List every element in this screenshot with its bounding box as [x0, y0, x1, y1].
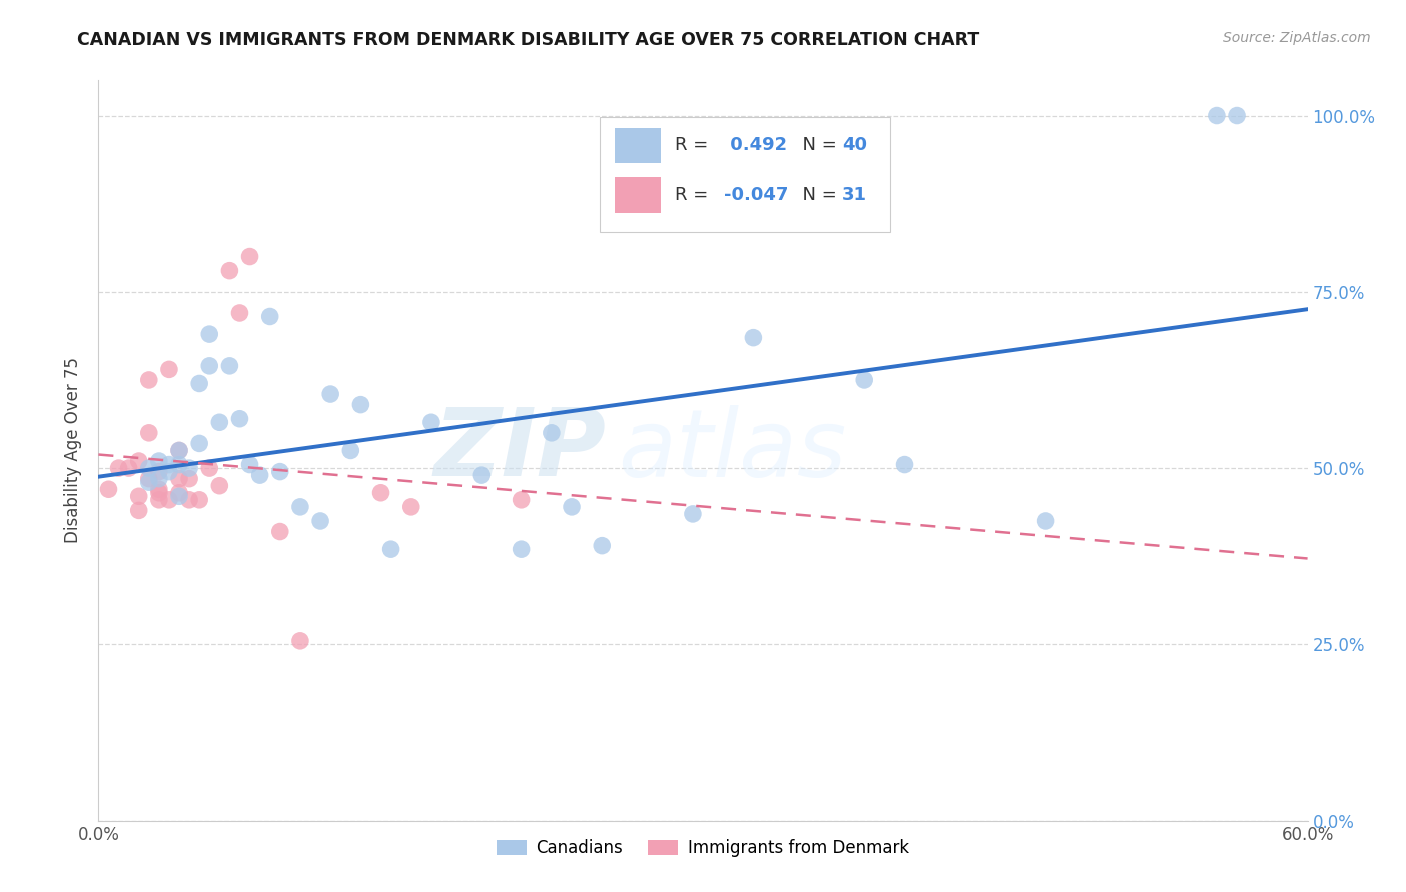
Point — [319, 387, 342, 401]
Point — [1206, 109, 1229, 123]
Point — [1035, 514, 1057, 528]
Y-axis label: Disability Age Over 75: Disability Age Over 75 — [65, 358, 83, 543]
Point — [269, 465, 291, 479]
Text: N =: N = — [792, 136, 842, 154]
Point — [370, 485, 392, 500]
Point — [138, 373, 160, 387]
Text: 0.492: 0.492 — [724, 136, 787, 154]
Point — [97, 482, 120, 496]
Point — [288, 633, 311, 648]
Point — [167, 458, 190, 472]
Point — [208, 479, 231, 493]
Point — [349, 398, 371, 412]
Point — [188, 492, 211, 507]
Point — [157, 362, 180, 376]
Text: ZIP: ZIP — [433, 404, 606, 497]
Point — [510, 492, 533, 507]
Point — [309, 514, 332, 528]
Text: Source: ZipAtlas.com: Source: ZipAtlas.com — [1223, 31, 1371, 45]
Point — [167, 443, 190, 458]
Point — [128, 503, 150, 517]
Point — [128, 489, 150, 503]
Point — [188, 376, 211, 391]
Point — [269, 524, 291, 539]
Point — [1226, 109, 1249, 123]
Point — [157, 492, 180, 507]
Text: CANADIAN VS IMMIGRANTS FROM DENMARK DISABILITY AGE OVER 75 CORRELATION CHART: CANADIAN VS IMMIGRANTS FROM DENMARK DISA… — [77, 31, 980, 49]
Point — [339, 443, 361, 458]
Point — [148, 492, 170, 507]
Point — [742, 331, 765, 345]
Text: -0.047: -0.047 — [724, 186, 787, 204]
Text: R =: R = — [675, 136, 714, 154]
Point — [107, 461, 129, 475]
Text: 40: 40 — [842, 136, 868, 154]
Point — [561, 500, 583, 514]
FancyBboxPatch shape — [614, 128, 661, 163]
Point — [128, 454, 150, 468]
Point — [148, 465, 170, 479]
Text: atlas: atlas — [619, 405, 846, 496]
FancyBboxPatch shape — [600, 118, 890, 232]
Point — [188, 436, 211, 450]
Point — [167, 443, 190, 458]
Point — [179, 472, 201, 486]
Point — [138, 475, 160, 490]
Point — [591, 539, 613, 553]
Point — [167, 472, 190, 486]
Point — [380, 542, 402, 557]
Point — [228, 306, 250, 320]
Point — [228, 411, 250, 425]
Point — [259, 310, 281, 324]
Point — [157, 458, 180, 472]
Point — [218, 359, 240, 373]
Text: N =: N = — [792, 186, 842, 204]
Point — [148, 472, 170, 486]
Point — [208, 415, 231, 429]
Point — [167, 485, 190, 500]
Point — [198, 359, 221, 373]
Point — [510, 542, 533, 557]
Point — [893, 458, 915, 472]
Point — [682, 507, 704, 521]
Point — [138, 425, 160, 440]
Point — [118, 461, 141, 475]
Point — [138, 461, 160, 475]
Legend: Canadians, Immigrants from Denmark: Canadians, Immigrants from Denmark — [489, 833, 917, 864]
Point — [239, 250, 262, 264]
Point — [157, 465, 180, 479]
Point — [198, 461, 221, 475]
Point — [420, 415, 443, 429]
Point — [399, 500, 422, 514]
Point — [138, 472, 160, 486]
Point — [249, 468, 271, 483]
Point — [540, 425, 562, 440]
Point — [198, 327, 221, 342]
Text: R =: R = — [675, 186, 714, 204]
Point — [288, 500, 311, 514]
FancyBboxPatch shape — [614, 178, 661, 213]
Point — [179, 492, 201, 507]
Point — [179, 461, 201, 475]
Text: 31: 31 — [842, 186, 868, 204]
Point — [853, 373, 876, 387]
Point — [148, 485, 170, 500]
Point — [167, 489, 190, 503]
Point — [239, 458, 262, 472]
Point — [148, 454, 170, 468]
Point — [148, 482, 170, 496]
Point — [470, 468, 492, 483]
Point — [218, 263, 240, 277]
